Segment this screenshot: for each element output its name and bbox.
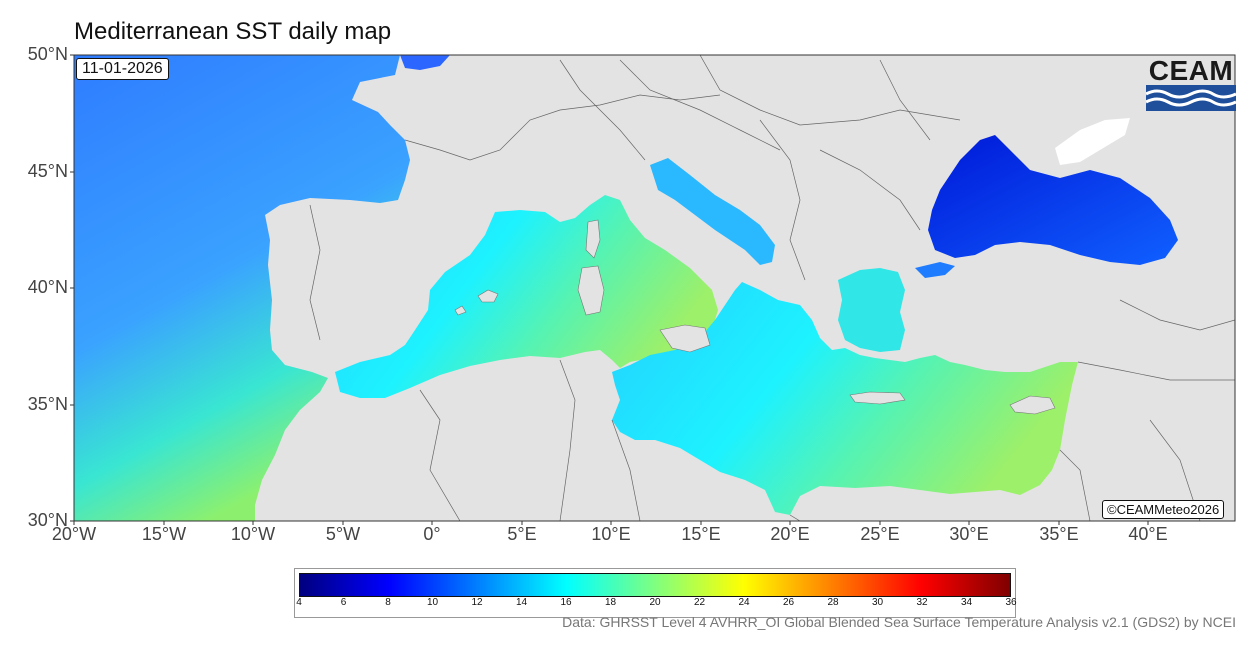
colorbar-tick-label: 12 [471, 597, 483, 608]
colorbar-tick-label: 16 [560, 597, 572, 608]
sicily [659, 324, 711, 353]
eastern-mediterranean [612, 282, 1078, 515]
black-sea [928, 135, 1178, 265]
lat-label-40n: 40°N [27, 277, 68, 297]
colorbar-tick-label: 4 [296, 597, 302, 608]
logo-text: CEAM [1148, 55, 1234, 86]
sea-of-azov [1055, 118, 1130, 165]
colorbar-tick-label: 34 [960, 597, 973, 608]
colorbar-tick-label: 24 [738, 597, 750, 608]
lon-label-30e: 30°E [949, 524, 989, 544]
colorbar-tick-label: 14 [515, 597, 528, 608]
english-channel [400, 55, 450, 70]
sea-of-marmara [915, 262, 955, 278]
country-borders [309, 55, 1235, 521]
crete [849, 391, 906, 405]
colorbar-tick-label: 26 [782, 597, 795, 608]
lon-label-20w: 20°W [51, 524, 97, 544]
western-mediterranean [335, 195, 718, 398]
colorbar-tick-label: 20 [649, 597, 661, 608]
lat-label-50n: 50°N [27, 44, 68, 64]
balearic-islands [454, 289, 499, 316]
colorbar-tick-label: 18 [604, 597, 617, 608]
date-label: 11-01-2026 [76, 58, 169, 80]
adriatic-sea [650, 158, 775, 265]
lon-label-5w: 5°W [325, 524, 361, 544]
lon-label-25e: 25°E [860, 524, 900, 544]
colorbar-tick-label: 8 [385, 597, 391, 608]
colorbar: 4 6 8 10 12 14 16 18 20 22 24 26 28 30 32 34 36 [294, 568, 1017, 618]
map-title: Mediterranean SST daily map [74, 18, 392, 45]
colorbar-tick-label: 10 [426, 597, 439, 608]
colorbar-tick-label: 22 [693, 597, 706, 608]
corsica-sardinia [577, 219, 605, 316]
lon-label-5e: 5°E [507, 524, 537, 544]
atlantic-ocean [74, 55, 410, 521]
lat-label-35n: 35°N [27, 394, 68, 414]
lon-label-15w: 15°W [141, 524, 187, 544]
colorbar-tick-label: 30 [871, 597, 884, 608]
lat-label-45n: 45°N [27, 161, 68, 181]
colorbar-tick-label: 32 [916, 597, 928, 608]
axis-ticks [70, 54, 1149, 525]
colorbar-tick-label: 28 [827, 597, 839, 608]
logo-waves-icon [1146, 85, 1236, 111]
copyright-label: ©CEAMMeteo2026 [1102, 500, 1225, 519]
sst-map [70, 54, 1236, 525]
data-source: Data: GHRSST Level 4 AVHRR_OI Global Ble… [562, 614, 1236, 630]
map-canvas [70, 54, 1236, 525]
lon-label-20e: 20°E [770, 524, 810, 544]
colorbar-gradient [299, 573, 1011, 597]
lat-label-30n: 30°N [27, 510, 68, 530]
lon-label-10e: 10°E [591, 524, 631, 544]
lon-label-15e: 15°E [681, 524, 721, 544]
lon-label-40e: 40°E [1128, 524, 1168, 544]
lon-label-0: 0° [423, 524, 441, 544]
ceam-logo: CEAM [1146, 55, 1236, 111]
lon-label-35e: 35°E [1039, 524, 1079, 544]
cyprus [1009, 395, 1056, 415]
colorbar-tick-label: 6 [340, 597, 347, 608]
lon-label-10w: 10°W [230, 524, 276, 544]
aegean-sea [838, 268, 905, 352]
colorbar-tick-label: 36 [1005, 597, 1017, 608]
